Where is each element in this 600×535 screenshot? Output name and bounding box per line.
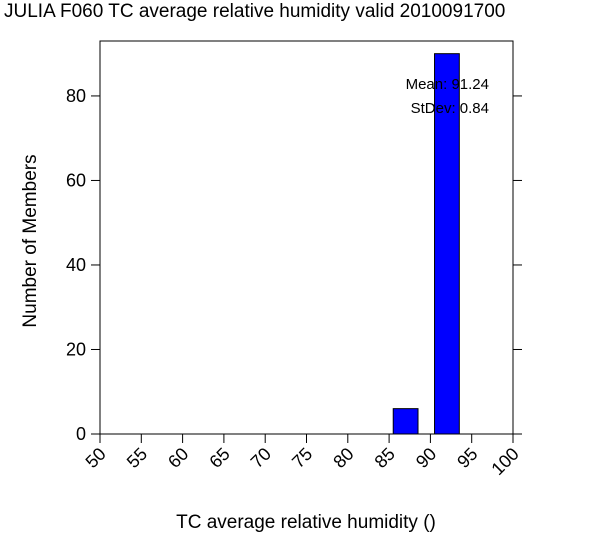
y-tick-label: 40 bbox=[66, 255, 86, 275]
y-tick-label: 20 bbox=[66, 339, 86, 359]
y-axis-label: Number of Members bbox=[20, 154, 41, 327]
y-tick-label: 60 bbox=[66, 170, 86, 190]
chart-title: JULIA F060 TC average relative humidity … bbox=[4, 1, 505, 22]
x-tick-label: 90 bbox=[412, 444, 440, 472]
bar bbox=[392, 408, 419, 435]
x-tick-label: 95 bbox=[453, 444, 481, 472]
y-axis: 0 20 40 60 80 bbox=[66, 86, 100, 444]
x-tick-label: 75 bbox=[288, 444, 316, 472]
annotation-mean: Mean: 91.24 bbox=[406, 76, 489, 93]
x-tick-label: 50 bbox=[82, 444, 110, 472]
y-axis-right bbox=[513, 95, 522, 435]
y-tick-label: 80 bbox=[66, 86, 86, 106]
x-tick-label: 85 bbox=[371, 444, 399, 472]
x-axis-label: TC average relative humidity () bbox=[176, 512, 436, 533]
bars bbox=[392, 53, 460, 435]
x-tick-label: 100 bbox=[487, 444, 522, 479]
x-tick-label: 55 bbox=[123, 444, 151, 472]
x-tick-label: 65 bbox=[205, 444, 233, 472]
x-tick-label: 70 bbox=[247, 444, 275, 472]
y-tick-label: 0 bbox=[76, 424, 86, 444]
x-axis: 50 55 60 65 70 75 80 85 90 95 100 bbox=[82, 434, 523, 479]
bar bbox=[434, 53, 460, 435]
x-tick-label: 80 bbox=[329, 444, 357, 472]
annotation-stdev: StDev: 0.84 bbox=[411, 100, 489, 117]
x-tick-label: 60 bbox=[164, 444, 192, 472]
